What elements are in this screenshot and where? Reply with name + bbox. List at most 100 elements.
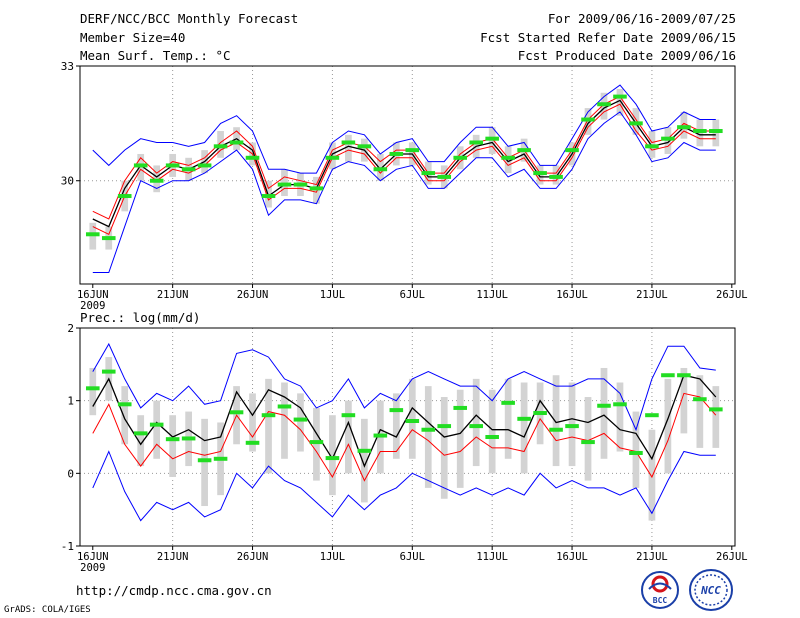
grads-credit: GrADS: COLA/IGES xyxy=(4,605,91,615)
median-marker xyxy=(517,148,531,153)
spread-bar xyxy=(169,415,177,477)
chart-panel-1: 33 30 16JUN 21JUN 26JUN 1JUL 6JUL 11JUL 16JUL 21J… xyxy=(61,60,748,312)
spread-bar xyxy=(345,400,352,474)
produced-date: Fcst Produced Date 2009/06/16 xyxy=(517,48,736,63)
median-marker xyxy=(501,155,515,160)
series-line xyxy=(92,95,716,220)
median-marker xyxy=(245,440,260,445)
median-marker xyxy=(293,417,308,422)
spread-bar xyxy=(408,378,416,459)
spread-bar xyxy=(456,389,464,488)
series-line xyxy=(92,99,716,228)
spread-bar xyxy=(297,393,304,452)
series-line xyxy=(92,342,716,432)
median-marker xyxy=(629,450,643,455)
x-tick-label: 16JUL xyxy=(556,551,588,563)
median-marker xyxy=(645,413,659,418)
spread-bar xyxy=(201,418,208,507)
spread-bar xyxy=(137,415,145,467)
x-tick-label: 26JUL xyxy=(716,289,748,301)
year-label: 2009 xyxy=(80,300,105,312)
median-marker xyxy=(117,402,132,407)
median-marker xyxy=(229,140,244,145)
median-marker xyxy=(373,167,388,172)
spread-bar xyxy=(153,400,161,459)
median-marker xyxy=(453,155,468,160)
median-marker xyxy=(581,117,595,122)
median-marker xyxy=(613,94,627,99)
x-tick-label: 26JUN xyxy=(237,551,269,563)
y-tick-label: -1 xyxy=(61,540,74,553)
median-marker xyxy=(677,373,691,378)
forecast-period: For 2009/06/16-2009/07/25 xyxy=(547,11,736,26)
median-marker xyxy=(101,236,116,241)
median-marker xyxy=(197,163,212,168)
median-marker xyxy=(629,121,643,126)
x-tick-label: 26JUN xyxy=(237,289,269,301)
median-marker xyxy=(101,369,116,374)
median-marker xyxy=(597,403,611,408)
median-marker xyxy=(245,155,260,160)
x-tick-label: 21JUL xyxy=(636,551,668,563)
median-marker xyxy=(421,427,436,432)
median-marker xyxy=(565,148,579,153)
x-tick-label: 16JUL xyxy=(556,289,588,301)
spread-bar xyxy=(249,393,256,452)
median-marker xyxy=(261,194,276,199)
member-size-label: Member Size=40 xyxy=(80,30,186,45)
median-marker xyxy=(405,419,420,424)
x-tick-label: 11JUL xyxy=(476,551,508,563)
series-line xyxy=(92,103,716,235)
spread-bar xyxy=(552,375,560,467)
median-marker xyxy=(661,373,675,378)
median-marker xyxy=(213,456,228,461)
x-tick-label: 21JUN xyxy=(157,551,189,563)
spread-bar xyxy=(664,378,672,474)
x-tick-label: 21JUL xyxy=(636,289,668,301)
y-tick-label: 0 xyxy=(67,467,74,480)
spread-bar xyxy=(504,378,512,459)
median-marker xyxy=(181,436,196,441)
spread-bar xyxy=(361,418,368,503)
series-line xyxy=(92,392,717,482)
median-marker xyxy=(213,144,228,149)
median-marker xyxy=(405,148,420,153)
median-marker xyxy=(501,400,515,405)
bcc-logo-text: BCC xyxy=(653,596,668,605)
median-marker xyxy=(597,102,611,107)
spread-bar xyxy=(329,415,336,496)
x-tick-label: 16JUN xyxy=(77,551,109,563)
median-marker xyxy=(469,140,483,145)
y-tick-label: 30 xyxy=(61,175,74,188)
median-marker xyxy=(469,424,483,429)
spread-bar xyxy=(696,375,704,448)
x-tick-label: 16JUN xyxy=(77,289,109,301)
median-marker xyxy=(357,144,372,149)
spread-bar xyxy=(680,367,688,434)
spread-bar xyxy=(616,382,624,452)
median-marker xyxy=(149,178,164,183)
precip-title: Prec.: log(mm/d) xyxy=(80,310,200,325)
series-line xyxy=(92,84,716,174)
y-tick-label: 1 xyxy=(67,395,74,408)
median-marker xyxy=(389,151,404,156)
variable-label: Mean Surf. Temp.: °C xyxy=(80,48,231,63)
median-marker xyxy=(165,163,180,168)
median-marker xyxy=(341,413,356,418)
median-marker xyxy=(533,411,547,416)
median-marker xyxy=(133,431,148,436)
source-url[interactable]: http://cmdp.ncc.cma.gov.cn xyxy=(76,583,272,598)
median-marker xyxy=(613,402,627,407)
plot-frame xyxy=(79,65,736,285)
median-marker xyxy=(85,232,100,237)
series-line xyxy=(92,374,717,468)
median-marker xyxy=(277,404,292,409)
spread-bar xyxy=(313,407,320,481)
median-marker xyxy=(133,163,148,168)
x-tick-label: 1JUL xyxy=(320,289,345,301)
median-marker xyxy=(453,405,468,410)
spread-bar xyxy=(265,378,272,474)
median-marker xyxy=(437,174,452,179)
spread-bar xyxy=(600,367,608,459)
